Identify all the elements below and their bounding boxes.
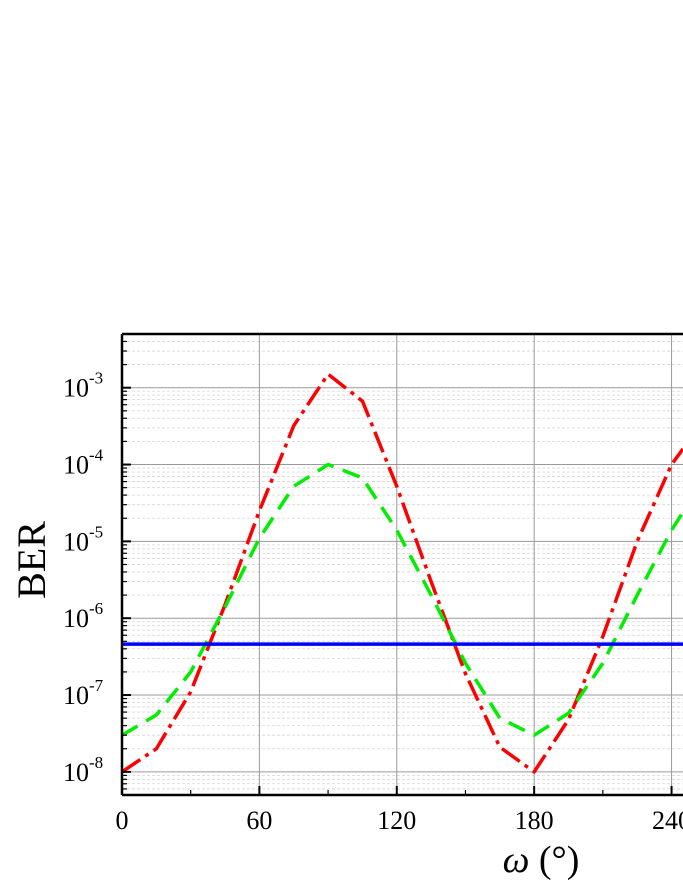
x-tick-label: 180 (515, 806, 554, 835)
y-tick-exponent: -3 (89, 369, 103, 388)
x-tick-label: 120 (377, 806, 416, 835)
y-tick-label: 10-5 (63, 522, 103, 556)
series-line-2 (121, 462, 683, 737)
y-tick-label: 10-7 (63, 676, 104, 710)
y-tick-label: 10-8 (63, 753, 103, 787)
y-tick-exponent: -8 (89, 753, 103, 772)
y-tick-exponent: -5 (89, 522, 103, 541)
y-tick-exponent: -6 (89, 599, 103, 618)
y-tick-exponent: -4 (89, 446, 104, 465)
series-line-1 (121, 372, 683, 774)
y-tick-label: 10-6 (63, 599, 103, 633)
y-tick-base: 10 (63, 681, 89, 710)
minor-gridlines (122, 341, 683, 790)
y-tick-label: 10-3 (63, 369, 103, 403)
x-axis-unit: (°) (529, 839, 579, 881)
y-tick-label: 10-4 (63, 446, 104, 480)
y-tick-base: 10 (63, 758, 89, 787)
y-tick-exponent: -7 (89, 676, 104, 695)
y-axis-title: BER (9, 521, 54, 599)
x-tick-label: 240 (652, 806, 683, 835)
axes-layer (120, 332, 683, 797)
series-layer (121, 372, 683, 774)
x-tick-label: 60 (246, 806, 272, 835)
x-tick-label: 0 (116, 806, 129, 835)
y-tick-base: 10 (63, 451, 89, 480)
y-tick-base: 10 (63, 604, 89, 633)
major-gridlines (122, 334, 683, 795)
labels-layer: 06012018024010-810-710-610-510-410-3BERω… (9, 369, 683, 881)
x-axis-symbol: ω (503, 839, 530, 881)
y-tick-base: 10 (63, 374, 89, 403)
y-tick-base: 10 (63, 527, 89, 556)
x-axis-title: ω (°) (503, 839, 580, 881)
